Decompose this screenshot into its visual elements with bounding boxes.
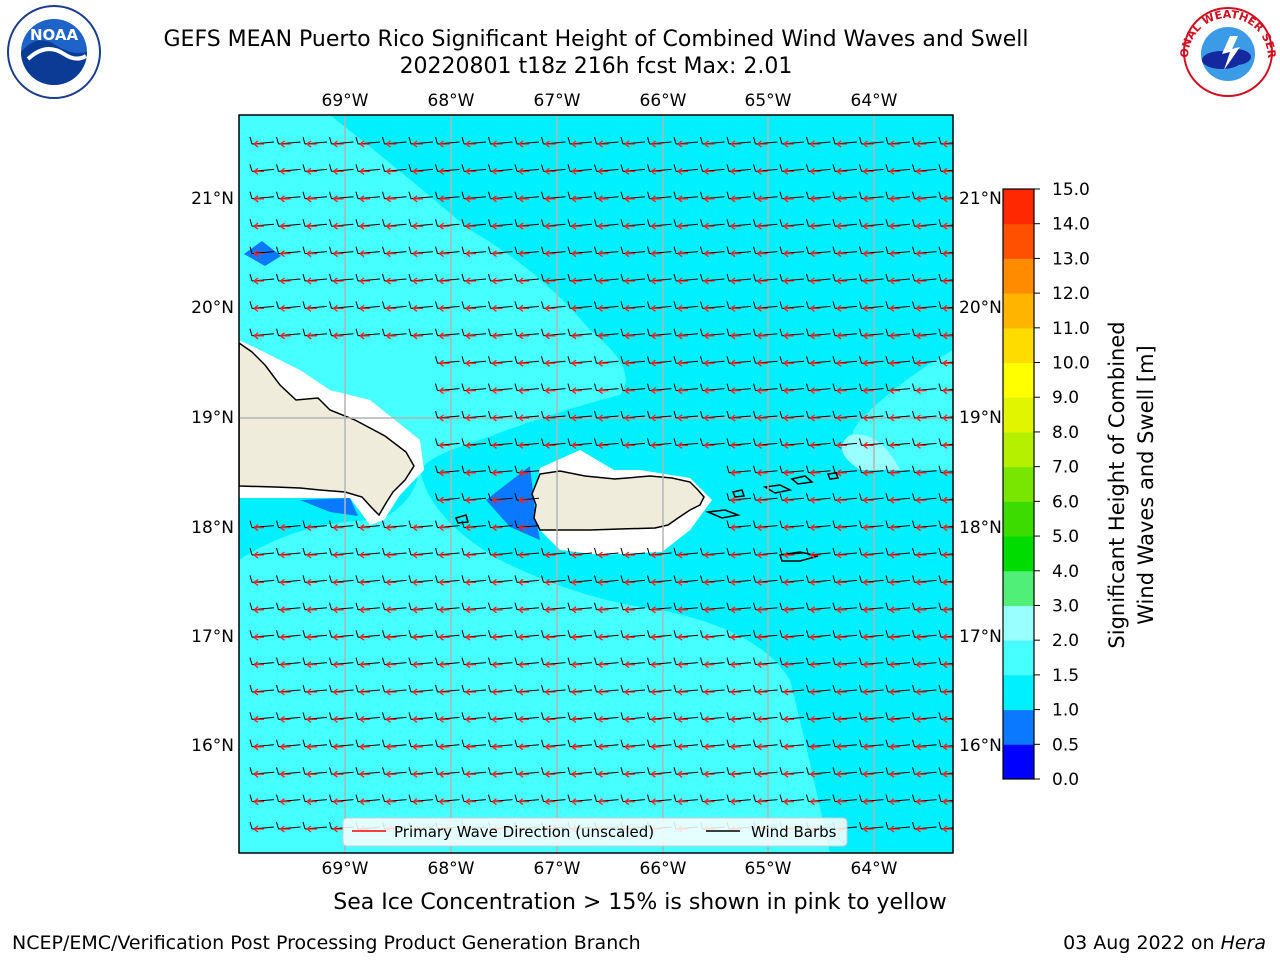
colorbar-tick-label: 5.0 — [1052, 527, 1079, 547]
lat-label-right: 18°N — [959, 518, 1002, 538]
lon-label-bottom: 68°W — [428, 859, 475, 879]
lon-label-top: 68°W — [428, 91, 475, 111]
lon-label-bottom: 67°W — [534, 859, 581, 879]
colorbar-tick-label: 1.0 — [1052, 701, 1079, 721]
lat-label-left: 18°N — [191, 518, 234, 538]
lon-label-bottom: 66°W — [640, 859, 687, 879]
lat-label-right: 16°N — [959, 736, 1002, 756]
wave-direction-legend-label: Primary Wave Direction (unscaled) — [394, 823, 654, 841]
colorbar-frame — [1002, 188, 1035, 780]
footer-date: 03 Aug 2022 on Hera — [1063, 932, 1266, 954]
colorbar-segment — [1003, 293, 1034, 329]
wind-barbs-and-wave-arrows — [249, 136, 953, 833]
wind-barb-legend-label: Wind Barbs — [751, 823, 837, 841]
colorbar-tick-label: 11.0 — [1052, 319, 1090, 339]
colorbar-segment — [1003, 189, 1034, 225]
lon-label-bottom: 64°W — [851, 859, 898, 879]
colorbar-tick-label: 1.5 — [1052, 666, 1079, 686]
lat-label-right: 17°N — [959, 627, 1002, 647]
colorbar-tick-label: 0.0 — [1052, 770, 1079, 790]
map-frame — [238, 114, 954, 854]
colorbar-segment — [1003, 397, 1034, 433]
lat-label-left: 19°N — [191, 408, 234, 428]
graticule — [239, 115, 953, 853]
colorbar-segment — [1003, 674, 1034, 711]
colorbar-segment — [1003, 744, 1034, 780]
hispaniola-land — [239, 342, 415, 517]
colorbar-segment — [1003, 466, 1034, 502]
lat-label-right: 21°N — [959, 189, 1002, 209]
colorbar-segment — [1003, 501, 1034, 537]
colorbar-tick-label: 7.0 — [1052, 458, 1079, 478]
colorbar-tick-label: 4.0 — [1052, 562, 1079, 582]
colorbar-tick-label: 13.0 — [1052, 249, 1090, 269]
colorbar-tick-label: 9.0 — [1052, 388, 1079, 408]
colorbar-segment — [1003, 258, 1034, 294]
chart-title: GEFS MEAN Puerto Rico Significant Height… — [163, 27, 1029, 52]
colorbar-tick-label: 8.0 — [1052, 423, 1079, 443]
colorbar-tick-label: 0.5 — [1052, 735, 1079, 755]
colorbar-tick-label: 6.0 — [1052, 492, 1079, 512]
colorbar-segment — [1003, 536, 1034, 572]
colorbar-segment — [1003, 709, 1034, 745]
map-legend: Primary Wave Direction (unscaled) Wind B… — [342, 817, 848, 847]
colorbar-segment — [1003, 327, 1034, 364]
colorbar — [1003, 189, 1034, 780]
lon-label-bottom: 69°W — [322, 859, 369, 879]
lat-label-left: 20°N — [191, 298, 234, 318]
wave-band-1p5-2 — [239, 115, 830, 853]
lon-label-bottom: 65°W — [745, 859, 792, 879]
colorbar-segment — [1003, 605, 1034, 641]
noaa-logo-text: NOAA — [30, 26, 79, 44]
svg-text:Wind Waves and Swell [m]: Wind Waves and Swell [m] — [1134, 345, 1158, 625]
colorbar-tick-label: 3.0 — [1052, 596, 1079, 616]
colorbar-tick-label: 14.0 — [1052, 215, 1090, 235]
lon-label-top: 64°W — [851, 91, 898, 111]
lat-label-left: 16°N — [191, 736, 234, 756]
colorbar-segment — [1003, 640, 1034, 676]
lat-label-left: 21°N — [191, 189, 234, 209]
colorbar-tick-label: 10.0 — [1052, 354, 1090, 374]
lon-label-top: 67°W — [534, 91, 581, 111]
chart-subtitle: 20220801 t18z 216h fcst Max: 2.01 — [399, 54, 793, 79]
colorbar-tick-label: 15.0 — [1052, 180, 1090, 200]
lon-label-top: 66°W — [640, 91, 687, 111]
footer-branch: NCEP/EMC/Verification Post Processing Pr… — [12, 932, 641, 954]
lat-label-right: 20°N — [959, 298, 1002, 318]
colorbar-segment — [1003, 362, 1034, 398]
lat-label-right: 19°N — [959, 408, 1002, 428]
lon-label-top: 65°W — [745, 91, 792, 111]
colorbar-segment — [1003, 431, 1034, 468]
noaa-logo: NOAA — [7, 5, 101, 99]
colorbar-tick-label: 2.0 — [1052, 631, 1079, 651]
sea-ice-note: Sea Ice Concentration > 15% is shown in … — [333, 890, 947, 915]
puerto-rico-land — [531, 470, 705, 531]
colorbar-segment — [1003, 570, 1034, 606]
colorbar-tick-label: 12.0 — [1052, 284, 1090, 304]
colorbar-segment — [1003, 223, 1034, 259]
nws-logo: NATIONAL WEATHER SERVICE — [1178, 2, 1278, 97]
svg-text:Significant Height of Combined: Significant Height of Combined — [1105, 321, 1129, 648]
lon-label-top: 69°W — [322, 91, 369, 111]
lat-label-left: 17°N — [191, 627, 234, 647]
colorbar-label: Significant Height of Combined Wind Wave… — [1105, 321, 1158, 648]
